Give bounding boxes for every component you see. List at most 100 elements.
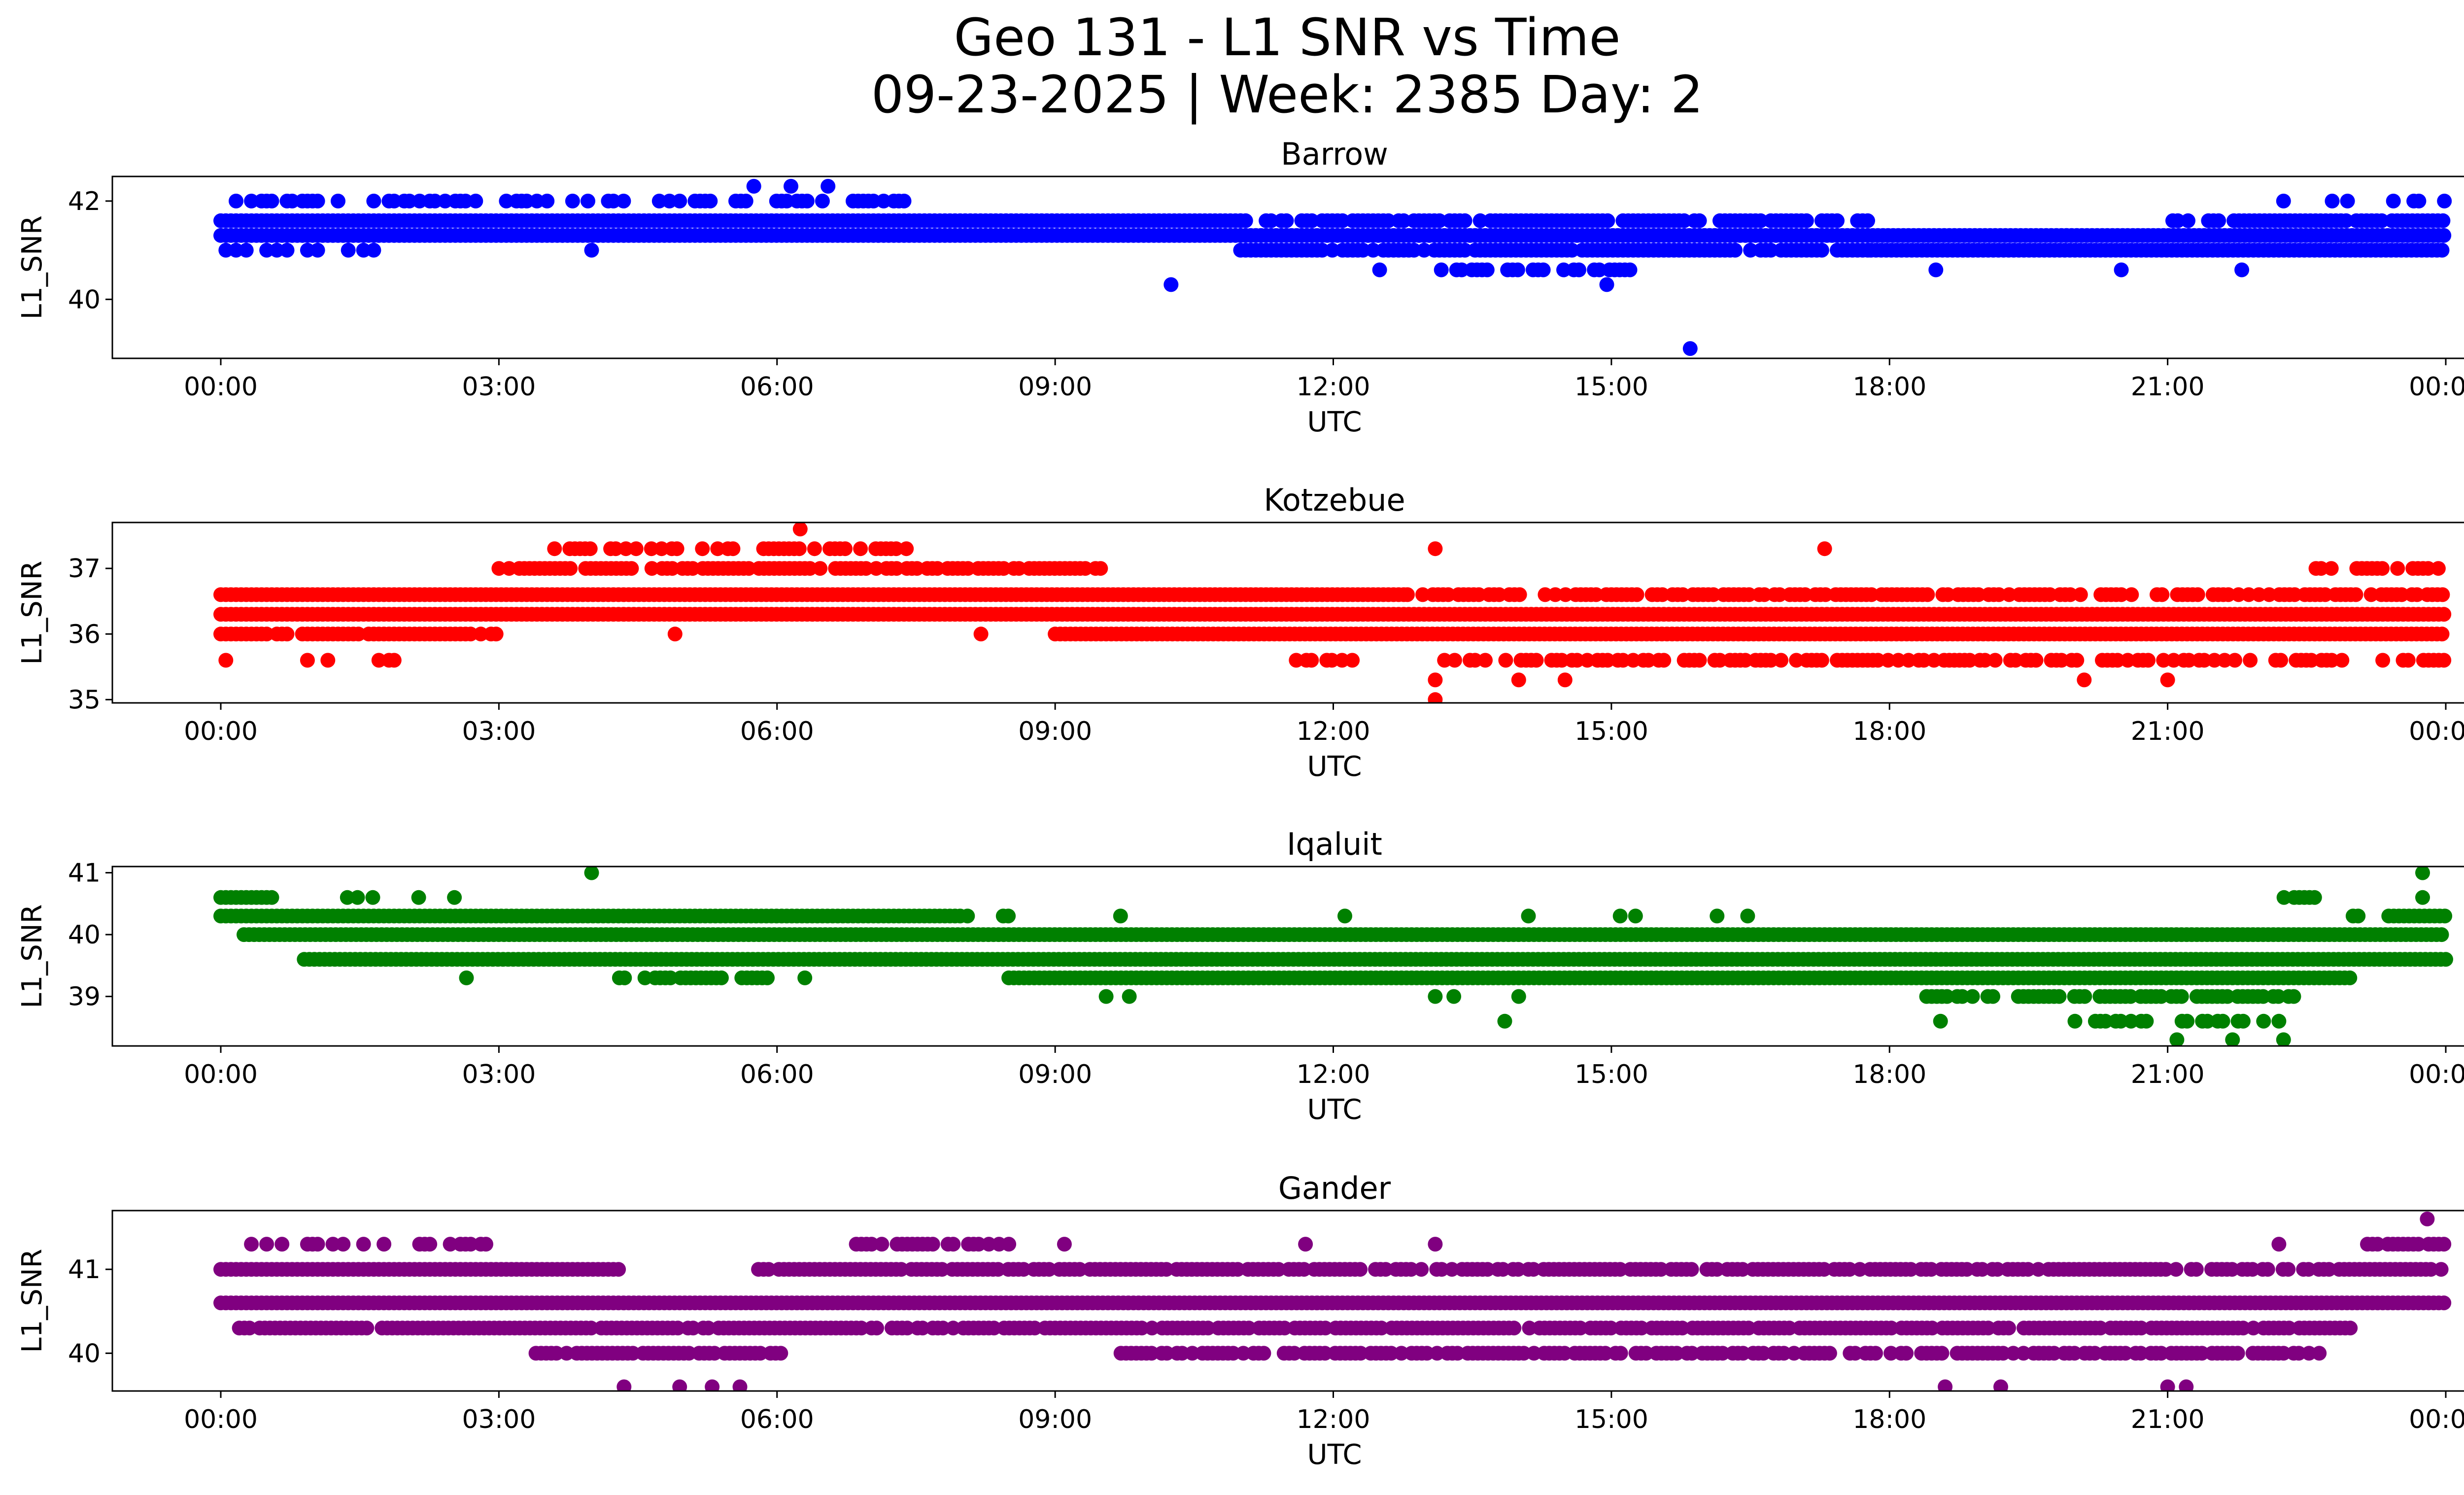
data-point-outlier	[1511, 672, 1526, 688]
data-point	[1798, 587, 1813, 602]
data-point	[1965, 989, 1980, 1004]
data-point	[331, 193, 345, 209]
data-point	[624, 561, 639, 576]
data-point	[1628, 908, 1643, 924]
data-point-outlier	[2077, 672, 2092, 688]
data-point	[2437, 193, 2452, 209]
data-point	[1580, 653, 1595, 668]
data-point	[2374, 213, 2390, 228]
subplot-title: Iqaluit	[1287, 826, 1382, 862]
data-point	[310, 193, 325, 209]
data-point	[1416, 243, 1432, 258]
data-point	[244, 1237, 259, 1252]
data-point	[1374, 1321, 1389, 1336]
data-point	[1335, 653, 1350, 668]
data-point	[1548, 587, 1563, 602]
data-point	[239, 243, 254, 258]
data-point	[300, 653, 315, 668]
data-point	[2256, 1013, 2271, 1029]
x-tick-label: 12:00	[1297, 717, 1370, 746]
data-point-outlier	[797, 970, 813, 985]
x-axis-label: UTC	[1307, 1094, 1362, 1126]
data-point	[1345, 653, 1360, 668]
data-point	[1304, 653, 1319, 668]
data-point	[376, 1237, 392, 1252]
data-point	[915, 1321, 930, 1336]
data-point	[1677, 213, 1692, 228]
x-tick-label: 03:00	[462, 1060, 536, 1089]
data-point	[320, 653, 336, 668]
axes-frame	[111, 866, 2464, 1047]
data-point	[1710, 908, 1725, 924]
x-tick-label: 12:00	[1297, 372, 1370, 402]
x-tick-label: 18:00	[1852, 717, 1926, 746]
data-point	[813, 561, 828, 576]
data-point	[2324, 653, 2339, 668]
data-point	[2120, 653, 2135, 668]
data-point	[1916, 653, 1931, 668]
data-point	[2063, 587, 2078, 602]
data-point	[761, 1262, 776, 1277]
data-point-outlier	[1428, 541, 1443, 556]
data-point	[1325, 243, 1340, 258]
data-point-outlier	[2225, 1032, 2240, 1046]
data-point	[1612, 908, 1628, 924]
data-point	[2375, 653, 2391, 668]
data-point	[1592, 262, 1607, 278]
data-point	[371, 653, 386, 668]
data-point-outlier	[1599, 277, 1614, 292]
data-point	[2307, 890, 2322, 905]
data-point	[1675, 1321, 1690, 1336]
data-point	[996, 561, 1011, 576]
data-point	[1454, 262, 1470, 278]
data-point	[351, 626, 366, 642]
data-point	[279, 243, 295, 258]
data-point	[2067, 1013, 2083, 1029]
data-point	[2174, 989, 2189, 1004]
data-point	[1799, 213, 1814, 228]
data-point	[1864, 587, 1879, 602]
data-point	[1001, 908, 1016, 924]
data-points	[213, 1212, 2452, 1391]
data-point	[853, 541, 868, 556]
data-point	[1634, 1321, 1649, 1336]
data-point	[1675, 587, 1690, 602]
data-point	[1355, 243, 1370, 258]
x-tick-label: 18:00	[1852, 372, 1926, 402]
data-point	[2098, 1013, 2113, 1029]
x-tick-label: 21:00	[2131, 372, 2205, 402]
data-point	[473, 626, 488, 642]
data-point	[1289, 653, 1304, 668]
data-point	[2235, 1321, 2251, 1336]
data-point	[1538, 587, 1553, 602]
data-point	[443, 1237, 458, 1252]
data-point-outlier	[584, 867, 599, 880]
data-point	[2123, 989, 2138, 1004]
data-point	[628, 541, 644, 556]
data-point	[725, 541, 741, 556]
data-point	[2231, 587, 2246, 602]
data-point	[2141, 653, 2156, 668]
data-point	[284, 193, 300, 209]
x-tick-label: 00:00	[2409, 717, 2464, 746]
data-point-outlier	[1372, 262, 1387, 278]
data-point	[1870, 653, 1885, 668]
data-point	[1818, 587, 1833, 602]
data-point	[386, 653, 402, 668]
data-point	[1510, 262, 1525, 278]
data-point	[616, 193, 631, 209]
y-tick-label: 39	[68, 982, 101, 1012]
data-point	[608, 541, 623, 556]
data-point	[1498, 653, 1513, 668]
data-point	[1381, 213, 1396, 228]
data-point	[960, 908, 975, 924]
data-point	[300, 243, 315, 258]
data-point	[350, 890, 365, 905]
x-tick-label: 12:00	[1297, 1060, 1370, 1089]
data-point	[2256, 989, 2271, 1004]
data-point	[930, 561, 945, 576]
data-point	[2134, 1321, 2149, 1336]
data-point-outlier	[1682, 341, 1698, 356]
